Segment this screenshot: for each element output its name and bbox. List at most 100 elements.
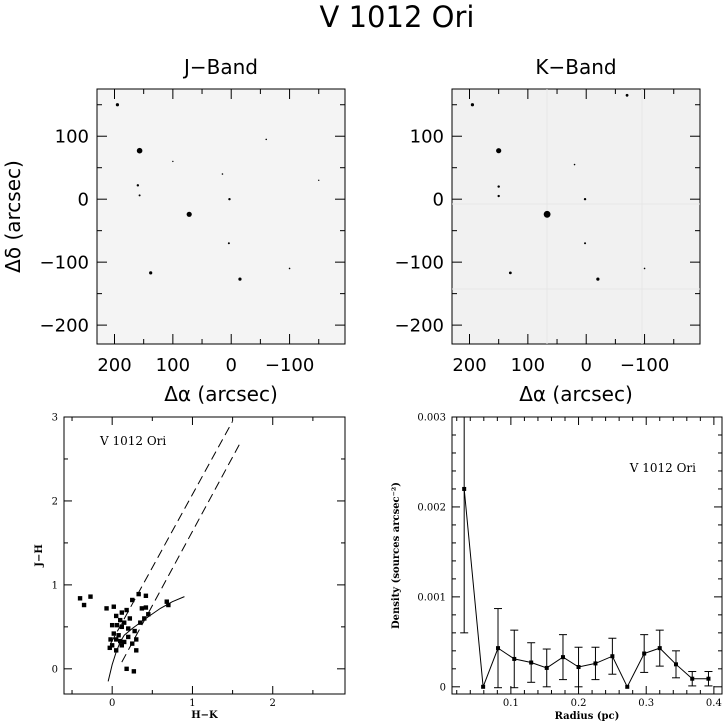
data-point bbox=[136, 591, 141, 597]
star-point bbox=[172, 160, 174, 163]
data-point bbox=[124, 666, 129, 672]
star-point bbox=[497, 194, 500, 198]
y-tick-label: 100 bbox=[55, 127, 89, 148]
y-axis-label: Density (sources arcsec⁻²) bbox=[391, 482, 402, 629]
y-axis-label: Δδ (arcsec) bbox=[1, 160, 25, 273]
y-tick-label: −200 bbox=[40, 315, 89, 336]
data-point bbox=[142, 616, 147, 621]
data-point bbox=[126, 626, 131, 631]
data-point bbox=[119, 610, 125, 615]
data-point bbox=[481, 684, 486, 689]
color-color-panel: 0 1 2 0 1 2 3 V 1012 Ori H−K J−H bbox=[34, 413, 346, 721]
star-point bbox=[470, 103, 475, 107]
data-point bbox=[625, 684, 630, 689]
data-point bbox=[529, 660, 534, 665]
x-tick-label: 0.1 bbox=[503, 698, 519, 709]
x-tick-label: 0 bbox=[580, 355, 591, 376]
star-point bbox=[497, 185, 500, 188]
star-point bbox=[573, 163, 576, 166]
y-tick-label: 0 bbox=[440, 682, 446, 693]
data-point bbox=[673, 662, 678, 667]
data-point bbox=[111, 631, 116, 636]
j-band-panel: 200 100 0 −100 100 0 −100 −200 J−Band Δα (arcsec)… bbox=[1, 55, 346, 406]
data-point bbox=[122, 639, 127, 645]
data-point bbox=[146, 612, 151, 617]
data-point bbox=[119, 643, 125, 648]
y-tick-label: 0 bbox=[78, 189, 89, 210]
y-tick-label: 0.001 bbox=[417, 592, 446, 603]
star-point bbox=[508, 271, 512, 275]
y-tick-label: 0.002 bbox=[417, 502, 446, 513]
data-point bbox=[113, 648, 119, 653]
y-tick-label: 0 bbox=[52, 664, 58, 675]
star-point bbox=[227, 242, 230, 245]
y-tick-label: −100 bbox=[395, 252, 444, 273]
data-point bbox=[131, 669, 137, 674]
data-point bbox=[118, 617, 123, 623]
y-tick-label: 2 bbox=[52, 496, 58, 507]
data-point bbox=[126, 634, 131, 640]
y-tick-label: −200 bbox=[395, 315, 444, 336]
x-tick-label: 0 bbox=[109, 698, 115, 709]
panel-title: K−Band bbox=[535, 55, 616, 79]
star-point bbox=[228, 197, 231, 201]
data-point bbox=[544, 665, 549, 670]
data-point bbox=[560, 655, 565, 660]
data-point bbox=[134, 648, 139, 653]
star-point bbox=[318, 179, 320, 181]
star-point bbox=[596, 277, 600, 281]
data-point bbox=[690, 676, 695, 681]
data-point bbox=[496, 646, 501, 651]
data-point bbox=[127, 616, 133, 621]
star-point bbox=[625, 93, 629, 97]
star-point bbox=[583, 197, 587, 201]
x-axis-label: Δα (arcsec) bbox=[519, 382, 633, 406]
star-point bbox=[288, 267, 291, 270]
data-point bbox=[109, 622, 115, 628]
star-point bbox=[115, 103, 120, 107]
data-point bbox=[139, 606, 145, 611]
data-point bbox=[122, 620, 127, 625]
x-axis-label: Radius (pc) bbox=[555, 711, 620, 722]
star-point bbox=[265, 138, 268, 141]
panel-annotation: V 1012 Ori bbox=[629, 461, 696, 475]
data-point bbox=[706, 676, 711, 681]
y-axis-label: J−H bbox=[34, 544, 45, 568]
data-point bbox=[113, 613, 119, 619]
data-point bbox=[77, 596, 83, 601]
y-tick-label: 100 bbox=[410, 127, 444, 148]
data-point bbox=[138, 620, 143, 625]
star-point bbox=[136, 184, 140, 187]
x-tick-label: 0.3 bbox=[638, 698, 654, 709]
reddening-line bbox=[121, 441, 242, 663]
x-axis-label: H−K bbox=[191, 710, 218, 721]
y-tick-label: 1 bbox=[52, 580, 58, 591]
data-point bbox=[88, 594, 93, 599]
y-tick-label: −100 bbox=[40, 252, 89, 273]
data-point bbox=[143, 593, 149, 598]
data-point bbox=[118, 638, 123, 644]
data-point bbox=[130, 641, 135, 646]
star-point bbox=[186, 211, 192, 217]
data-point bbox=[462, 486, 467, 491]
profile-line bbox=[463, 488, 709, 688]
panel-title: J−Band bbox=[182, 55, 258, 79]
star-point bbox=[643, 267, 646, 270]
data-point bbox=[119, 624, 125, 630]
star-point bbox=[584, 242, 587, 245]
data-point bbox=[134, 637, 139, 642]
x-tick-label: 200 bbox=[97, 355, 131, 376]
x-tick-label: −100 bbox=[620, 355, 669, 376]
y-tick-label: 3 bbox=[52, 413, 58, 424]
x-tick-label: 100 bbox=[511, 355, 545, 376]
data-point bbox=[164, 599, 169, 604]
data-point bbox=[512, 656, 517, 661]
x-tick-label: 1 bbox=[189, 698, 195, 709]
star-point bbox=[543, 210, 551, 218]
star-point bbox=[136, 147, 143, 154]
plot-frame bbox=[451, 416, 723, 695]
x-tick-label: 0.4 bbox=[706, 698, 722, 709]
reddening-line bbox=[110, 420, 234, 644]
y-tick-label: 0 bbox=[433, 189, 444, 210]
data-point bbox=[104, 606, 109, 611]
